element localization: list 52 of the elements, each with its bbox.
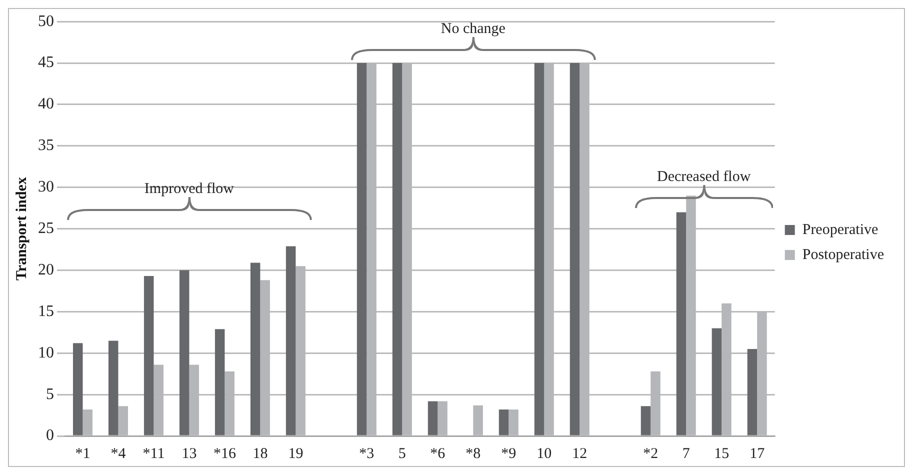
bar [179, 270, 190, 436]
x-tick-label: 19 [288, 446, 304, 462]
bar [570, 63, 580, 436]
bar [144, 276, 154, 436]
bar [356, 63, 367, 436]
y-tick-label: 5 [46, 386, 54, 403]
y-axis-title: Transport index [14, 176, 30, 281]
bar [640, 406, 651, 436]
bar [108, 340, 118, 436]
bar [72, 343, 83, 436]
annotation: No change [440, 21, 506, 37]
x-tick-label: *8 [466, 446, 481, 462]
bar [534, 63, 544, 436]
y-tick-label: 0 [46, 427, 54, 444]
x-tick-label: 18 [252, 446, 268, 462]
bar [250, 262, 260, 436]
x-tick-label: *2 [643, 446, 658, 462]
x-tick-label: 7 [682, 446, 690, 462]
x-tick-label: *16 [213, 446, 236, 462]
y-tick-label: 25 [38, 220, 54, 238]
bar [392, 63, 402, 436]
y-tick-label: 15 [38, 302, 54, 320]
x-tick-label: *3 [359, 446, 374, 462]
legend-label: Postoperative [802, 246, 884, 263]
bar [286, 246, 296, 436]
y-tick-label: 50 [38, 12, 54, 30]
x-tick-label: *11 [142, 446, 165, 462]
y-tick-label: 35 [38, 137, 54, 154]
y-tick-label: 30 [38, 178, 54, 196]
bar [747, 348, 758, 436]
bar [428, 401, 438, 436]
y-tick-label: 45 [38, 54, 54, 72]
x-tick-label: *1 [75, 446, 90, 462]
x-tick-label: 15 [714, 446, 730, 462]
y-tick-label: 10 [38, 344, 54, 362]
annotation: Decreased flow [656, 169, 751, 185]
legend-label: Preoperative [802, 222, 878, 238]
x-tick-label: 10 [536, 446, 552, 462]
x-tick-label: 5 [398, 446, 406, 462]
x-tick-label: *4 [110, 446, 126, 462]
x-tick-label: *6 [430, 446, 446, 462]
bar [498, 409, 509, 436]
x-tick-label: 17 [750, 446, 766, 462]
bar [676, 212, 686, 436]
bar [712, 328, 722, 436]
x-tick-label: *9 [501, 446, 516, 462]
annotation: Improved flow [144, 181, 234, 197]
y-tick-label: 20 [38, 261, 54, 278]
x-tick-label: 13 [182, 446, 197, 462]
x-tick-label: 12 [572, 446, 588, 462]
bar [214, 329, 225, 436]
y-tick-label: 40 [38, 96, 54, 113]
